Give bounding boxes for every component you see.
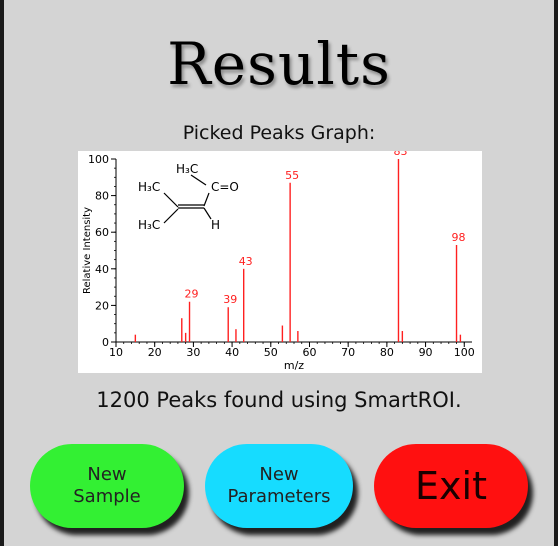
peak-label: 83	[393, 151, 407, 158]
new-sample-label: New Sample	[73, 464, 141, 507]
y-tick-label: 0	[102, 336, 109, 349]
peak-label: 39	[223, 293, 237, 306]
new-parameters-button[interactable]: New Parameters	[205, 444, 353, 528]
peak-label: 43	[239, 255, 253, 268]
peak-label: 55	[285, 169, 299, 182]
mass-spectrum-chart: H₃C H₃C H₃C C=O H 10 20 30 40 50 60 70 80 90 100 0…	[82, 151, 475, 372]
y-tick-label: 40	[95, 263, 109, 276]
molecule-label: H₃C	[176, 162, 198, 176]
y-tick-label: 80	[95, 190, 109, 203]
chart-axes: 10 20 30 40 50 60 70 80 90 100 0 20 40 60 80 100	[88, 153, 475, 359]
y-axis-label: Relative Intensity	[82, 207, 93, 294]
exit-button[interactable]: Exit	[374, 444, 528, 528]
x-axis-label: m/z	[284, 359, 304, 372]
molecule-label: H₃C	[138, 218, 160, 232]
x-tick-label: 100	[454, 346, 475, 359]
y-tick-label: 60	[95, 226, 109, 239]
y-tick-label: 20	[95, 299, 109, 312]
y-tick-label: 100	[88, 153, 109, 166]
x-tick-label: 50	[264, 346, 278, 359]
molecule-structure: H₃C H₃C H₃C C=O H	[138, 162, 239, 232]
x-tick-label: 80	[380, 346, 394, 359]
molecule-label: C=O	[211, 180, 239, 194]
peak-label: 29	[185, 288, 199, 301]
peaks-found-status: 1200 Peaks found using SmartROI.	[96, 388, 462, 412]
molecule-label: H	[211, 218, 220, 232]
picked-peaks-graph: H₃C H₃C H₃C C=O H 10 20 30 40 50 60 70 80 90 100 0…	[78, 151, 482, 373]
new-sample-button[interactable]: New Sample	[30, 444, 184, 528]
graph-label: Picked Peaks Graph:	[182, 122, 376, 144]
new-parameters-label: New Parameters	[227, 464, 331, 507]
x-tick-label: 30	[186, 346, 200, 359]
x-tick-label: 10	[109, 346, 123, 359]
x-tick-label: 90	[419, 346, 433, 359]
chart-peaks: 29 39 43 55 83 98	[134, 151, 466, 342]
molecule-label: H₃C	[138, 180, 160, 194]
x-tick-label: 60	[302, 346, 316, 359]
x-tick-label: 70	[341, 346, 355, 359]
page-title: Results	[167, 30, 391, 98]
x-tick-label: 40	[225, 346, 239, 359]
x-tick-label: 20	[148, 346, 162, 359]
exit-label: Exit	[415, 464, 487, 508]
results-window: Results Picked Peaks Graph: H₃C H₃C H₃C …	[4, 0, 554, 546]
peak-label: 98	[452, 231, 466, 244]
